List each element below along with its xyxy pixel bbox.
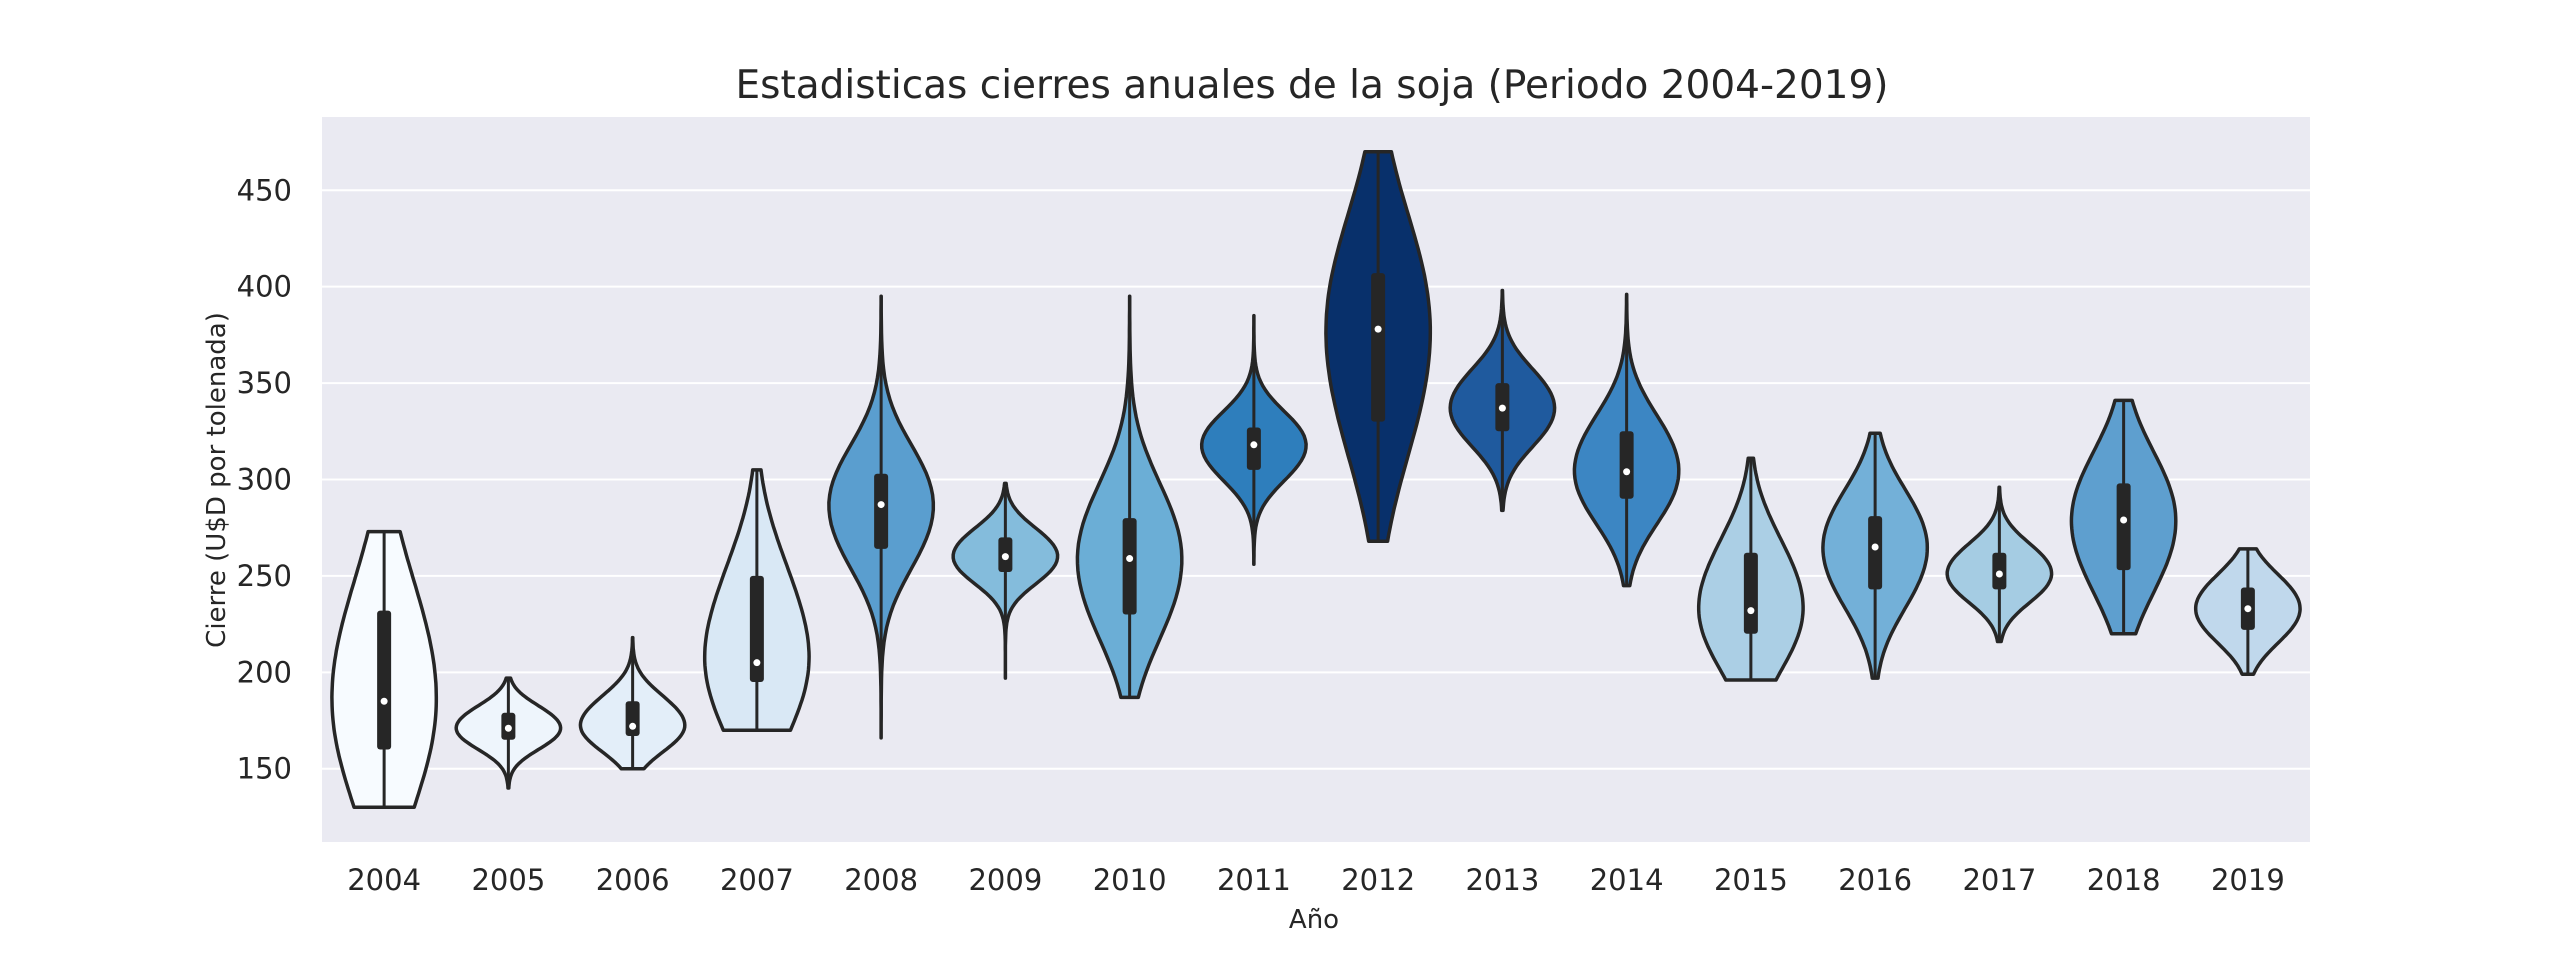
- violin-2019: [2193, 547, 2302, 676]
- violin-box-2014: [1619, 431, 1634, 499]
- violin-median-2019: [2244, 605, 2252, 613]
- violin-median-2004: [380, 697, 388, 705]
- y-tick-labels: 150 200 250 300 350 400 450: [237, 173, 292, 785]
- violin-box-2015: [1743, 552, 1758, 634]
- x-tick-2005: 2005: [471, 863, 545, 897]
- violin-2017: [1945, 485, 2054, 644]
- violin-2012: [1324, 149, 1433, 543]
- violin-median-2009: [1001, 553, 1009, 561]
- violin-2018: [2069, 398, 2178, 636]
- violin-box-2004: [377, 610, 392, 750]
- violin-median-2015: [1747, 607, 1755, 615]
- x-tick-2007: 2007: [720, 863, 794, 897]
- violin-median-2008: [877, 501, 885, 509]
- y-tick-300: 300: [237, 463, 292, 497]
- violin-median-2012: [1374, 325, 1382, 333]
- violin-median-2016: [1871, 543, 1879, 551]
- violin-box-2010: [1122, 518, 1137, 615]
- x-tick-labels: 2004 2005 2006 2007 2008 2009 2010 2011 2012 2013…: [347, 863, 2285, 897]
- violin-2013: [1448, 288, 1557, 513]
- violins: [330, 149, 2302, 810]
- violin-2007: [702, 468, 811, 732]
- x-tick-2010: 2010: [1093, 863, 1167, 897]
- violin-median-2006: [629, 722, 637, 730]
- violin-2010: [1075, 294, 1184, 700]
- chart-title: Estadisticas cierres anuales de la soja …: [736, 63, 1889, 108]
- violin-2005: [454, 676, 563, 790]
- y-axis-label: Cierre (U$D por tolenada): [202, 312, 232, 648]
- x-tick-2009: 2009: [968, 863, 1042, 897]
- violin-2006: [578, 635, 687, 771]
- x-tick-2011: 2011: [1217, 863, 1291, 897]
- violin-median-2007: [753, 659, 761, 667]
- y-tick-400: 400: [237, 270, 292, 304]
- violin-2014: [1572, 292, 1681, 588]
- violin-median-2005: [504, 724, 512, 732]
- x-tick-2008: 2008: [844, 863, 918, 897]
- x-tick-2006: 2006: [596, 863, 670, 897]
- violin-box-2007: [749, 575, 764, 682]
- x-tick-2017: 2017: [1962, 863, 2036, 897]
- violin-box-2011: [1246, 427, 1261, 470]
- violin-median-2017: [1995, 570, 2003, 578]
- violin-2016: [1821, 431, 1930, 680]
- violin-2009: [951, 481, 1060, 680]
- violin-2015: [1696, 456, 1805, 682]
- x-tick-2018: 2018: [2087, 863, 2161, 897]
- x-tick-2019: 2019: [2211, 863, 2285, 897]
- y-tick-250: 250: [237, 559, 292, 593]
- violin-box-2016: [1868, 516, 1883, 590]
- violin-median-2011: [1250, 441, 1258, 449]
- violin-median-2010: [1126, 555, 1134, 563]
- x-tick-2013: 2013: [1465, 863, 1539, 897]
- x-tick-2004: 2004: [347, 863, 421, 897]
- violin-box-2008: [874, 473, 889, 549]
- x-tick-2016: 2016: [1838, 863, 1912, 897]
- y-tick-200: 200: [237, 655, 292, 689]
- y-tick-150: 150: [237, 752, 292, 786]
- violin-2011: [1199, 313, 1308, 567]
- gridlines: [322, 189, 2310, 770]
- violin-median-2014: [1623, 468, 1631, 476]
- x-axis-label: Año: [1289, 905, 1339, 935]
- violin-box-2018: [2116, 483, 2131, 571]
- violin-box-2012: [1371, 273, 1386, 422]
- violin-box-2006: [625, 701, 640, 736]
- violin-2004: [330, 529, 439, 810]
- y-tick-450: 450: [237, 173, 292, 207]
- x-tick-2014: 2014: [1590, 863, 1664, 897]
- x-tick-2012: 2012: [1341, 863, 1415, 897]
- violin-median-2013: [1498, 404, 1506, 412]
- violin-2008: [827, 294, 936, 740]
- y-tick-350: 350: [237, 366, 292, 400]
- violin-median-2018: [2120, 516, 2128, 524]
- x-tick-2015: 2015: [1714, 863, 1788, 897]
